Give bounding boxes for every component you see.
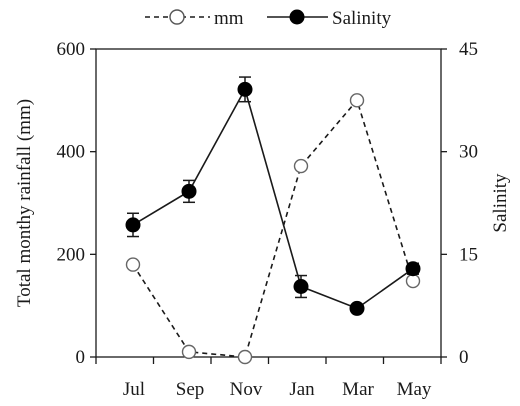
legend-salinity-marker: [289, 9, 305, 25]
legend-mm-label: mm: [214, 8, 244, 29]
data-point-salinity: [181, 183, 197, 199]
x-tick-label: Mar: [342, 379, 374, 400]
x-tick-label: Nov: [230, 379, 263, 400]
y-left-tick-label: 400: [57, 142, 86, 163]
data-point-mm: [125, 257, 141, 272]
legend-salinity-label: Salinity: [332, 8, 392, 29]
y-left-tick-label: 200: [57, 244, 86, 265]
x-tick-label: Sep: [176, 379, 205, 400]
legend: mm Salinity: [145, 8, 392, 29]
series-salinity-line: [132, 87, 414, 310]
series-layer: [125, 76, 421, 365]
legend-mm-marker: [169, 9, 185, 25]
data-point-mm: [405, 273, 421, 289]
data-point-mm: [293, 158, 309, 174]
axes-layer: 0 200 400 600 0 15 30 45 Jul Sep Nov Jan Mar May: [57, 39, 479, 400]
data-point-salinity: [293, 279, 309, 295]
y-right-tick-label: 30: [459, 142, 478, 163]
data-point-salinity: [125, 217, 141, 233]
series-mm-line: [132, 98, 414, 358]
y-axis-left-title: Total monthy rainfall (mm): [14, 99, 35, 307]
data-point-salinity: [349, 300, 365, 316]
x-tick-label: Jul: [123, 379, 145, 400]
data-point-mm: [237, 349, 253, 365]
y-right-tick-label: 15: [459, 244, 478, 265]
y-right-tick-label: 0: [459, 347, 469, 368]
y-right-tick-label: 45: [459, 39, 478, 60]
data-point-salinity: [237, 81, 253, 97]
data-point-mm: [181, 344, 197, 360]
y-left-tick-label: 600: [57, 39, 86, 60]
y-axis-right-title: Salinity: [490, 173, 511, 233]
x-tick-label: May: [397, 379, 432, 400]
y-left-tick-label: 0: [76, 347, 86, 368]
x-tick-label: Jan: [289, 379, 315, 400]
data-point-salinity: [405, 261, 421, 277]
data-point-mm: [349, 93, 365, 108]
